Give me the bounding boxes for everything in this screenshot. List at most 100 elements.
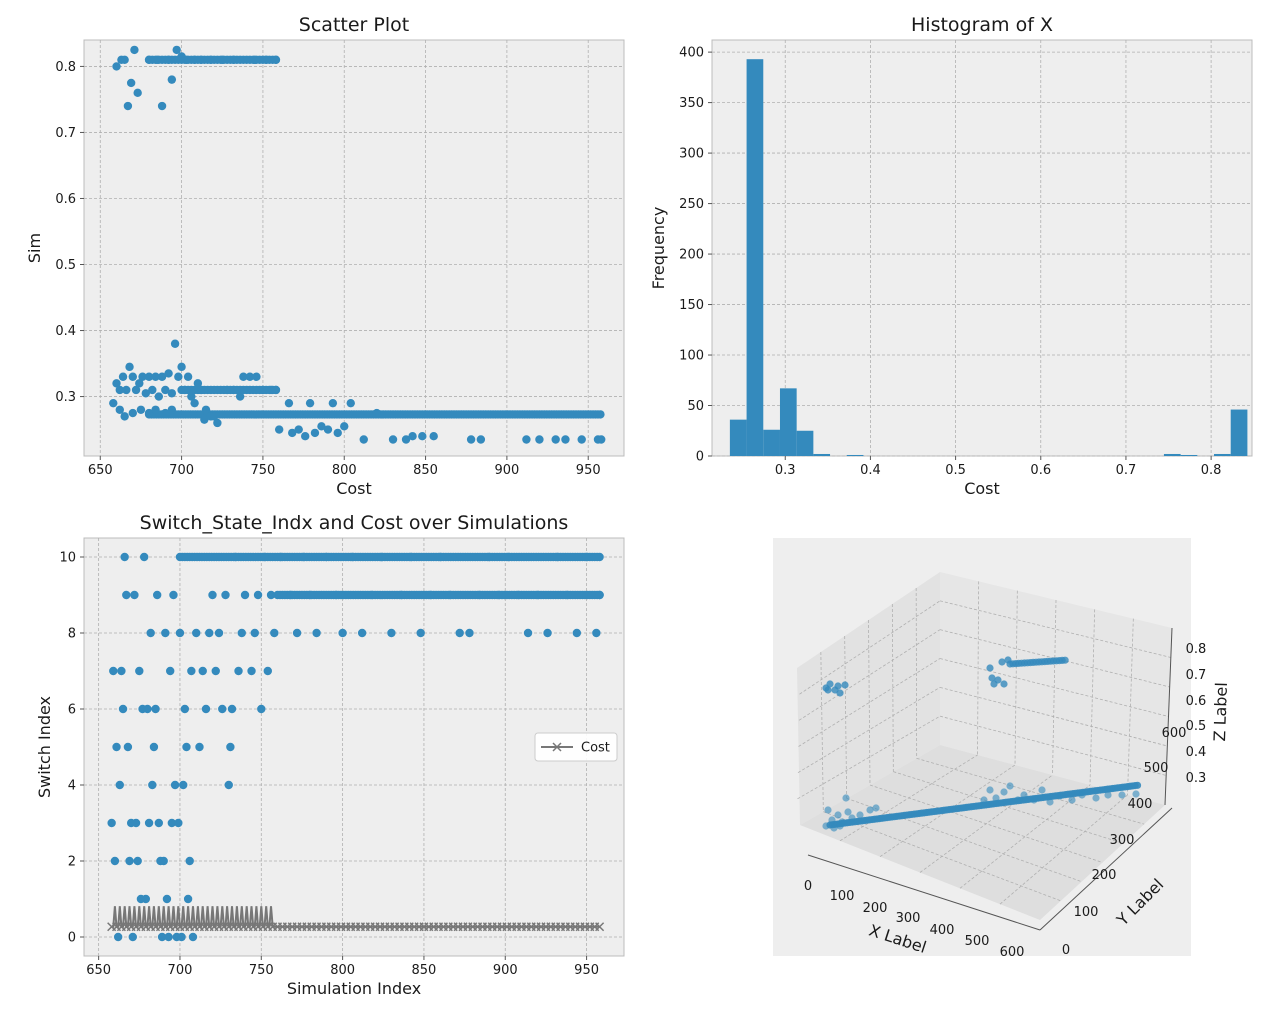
grid-wall bbox=[798, 629, 941, 721]
scatter-point bbox=[301, 431, 310, 441]
scatter3d-point bbox=[1104, 791, 1112, 799]
scatter-ytick-label: 0.4 bbox=[55, 324, 76, 339]
hist-xtick-label: 0.6 bbox=[1030, 463, 1051, 478]
scatter3d-point bbox=[836, 822, 844, 830]
switch-point bbox=[484, 552, 494, 562]
scatter-point bbox=[274, 425, 284, 434]
scatter-point bbox=[164, 369, 173, 378]
scatter-point bbox=[170, 339, 180, 348]
scatter3d-point bbox=[1078, 791, 1086, 799]
y3d-tick-label: 200 bbox=[1092, 868, 1117, 883]
scatter3d-point bbox=[830, 824, 838, 832]
switch-point bbox=[455, 628, 464, 638]
switch-point bbox=[133, 856, 142, 866]
z3d-label: Z Label bbox=[1210, 682, 1231, 742]
legend-label: Cost bbox=[581, 741, 610, 756]
scatter-point bbox=[112, 62, 121, 71]
scatter3d-points bbox=[822, 656, 1142, 832]
scatter-point bbox=[294, 425, 303, 434]
scatter-point bbox=[120, 412, 129, 421]
hist-bars bbox=[729, 59, 1248, 456]
switch-point bbox=[141, 894, 151, 904]
scatter3d-point bbox=[1132, 790, 1140, 798]
hist-xtick-label: 0.8 bbox=[1201, 463, 1222, 478]
scatter3d-point bbox=[826, 680, 834, 688]
hist-ytick-label: 0 bbox=[696, 450, 704, 465]
switch-point bbox=[348, 552, 357, 562]
switch-point bbox=[167, 818, 177, 828]
scatter-point bbox=[128, 408, 137, 418]
switch-point bbox=[582, 552, 591, 562]
hist-axes: 0.3 0.4 0.5 0.6 0.7 0.8 0 50 100 150 200 250 300 350 4… bbox=[649, 14, 1253, 498]
grid-wall bbox=[797, 686, 941, 774]
cost-marker bbox=[595, 922, 605, 932]
switch-point bbox=[201, 704, 211, 714]
scatter-point bbox=[151, 405, 160, 414]
z3d-tick-label: 0.6 bbox=[1186, 694, 1207, 709]
switch-point bbox=[270, 628, 279, 638]
hist-ytick-label: 100 bbox=[679, 349, 704, 364]
z-axis-line bbox=[1164, 627, 1173, 806]
scatter3d-point bbox=[1061, 656, 1069, 664]
y3d-tick-label: 0 bbox=[1062, 943, 1070, 958]
switch-point bbox=[120, 552, 129, 562]
scatter-point bbox=[128, 372, 137, 381]
scatter-point bbox=[340, 422, 349, 431]
switch-point bbox=[125, 856, 134, 866]
z3d-tick-label: 0.7 bbox=[1186, 668, 1207, 683]
scatter-point bbox=[317, 422, 326, 431]
scatter-point bbox=[151, 372, 160, 381]
scatter-point bbox=[120, 55, 129, 65]
switch-point bbox=[595, 552, 604, 562]
y3d-tick-label: 300 bbox=[1110, 833, 1135, 848]
line-title: Switch_State_Indx and Cost over Simulati… bbox=[140, 512, 569, 534]
scatter3d-point bbox=[1038, 786, 1046, 794]
switch-point bbox=[208, 590, 217, 600]
scatter3d-point bbox=[872, 804, 880, 812]
switch-point bbox=[221, 590, 230, 600]
grid-wall bbox=[820, 651, 824, 812]
scatter3d-point bbox=[1118, 791, 1126, 799]
switch-point bbox=[504, 552, 513, 562]
switch-point bbox=[322, 552, 331, 562]
scatter-point bbox=[187, 392, 196, 401]
switch-point bbox=[113, 932, 123, 942]
scatter3d-point bbox=[1030, 796, 1038, 804]
grid-floor bbox=[999, 794, 1128, 905]
switch-point bbox=[406, 552, 416, 562]
scatter-point bbox=[209, 412, 219, 421]
switch-point bbox=[445, 590, 455, 600]
switch-point bbox=[227, 704, 237, 714]
scatter-xtick-label: 800 bbox=[332, 463, 357, 478]
scatter3d-point bbox=[834, 811, 842, 819]
switch-point bbox=[157, 932, 167, 942]
pane-back-right bbox=[940, 572, 1172, 805]
hist-xtick-label: 0.4 bbox=[860, 463, 881, 478]
switch-point bbox=[164, 932, 173, 942]
switch-point bbox=[187, 666, 196, 676]
hist-xtick-label: 0.7 bbox=[1116, 463, 1137, 478]
switch-point bbox=[162, 894, 172, 904]
scatter-point bbox=[112, 379, 121, 388]
switch-point bbox=[180, 704, 190, 714]
scatter-xtick-label: 950 bbox=[576, 463, 601, 478]
scatter3d-point bbox=[1020, 791, 1028, 799]
switch-point bbox=[426, 590, 435, 600]
scatter-point bbox=[144, 408, 154, 418]
switch-point bbox=[122, 590, 131, 600]
switch-point bbox=[169, 590, 178, 600]
scatter-point bbox=[271, 55, 281, 65]
switch-point bbox=[131, 818, 141, 828]
line-ytick-label: 6 bbox=[68, 703, 76, 718]
legend-box bbox=[534, 732, 618, 762]
scatter-point bbox=[161, 385, 170, 395]
switch-point bbox=[595, 590, 604, 600]
switch-point bbox=[148, 780, 157, 790]
grid-wall bbox=[939, 629, 1170, 688]
switch-point bbox=[263, 666, 272, 676]
scatter-point bbox=[429, 431, 438, 441]
scatter3d-point bbox=[988, 674, 996, 682]
scatter3d-point bbox=[1004, 656, 1012, 664]
x3d-tick-label: 600 bbox=[1000, 945, 1025, 960]
hist-xtick-label: 0.3 bbox=[775, 463, 796, 478]
